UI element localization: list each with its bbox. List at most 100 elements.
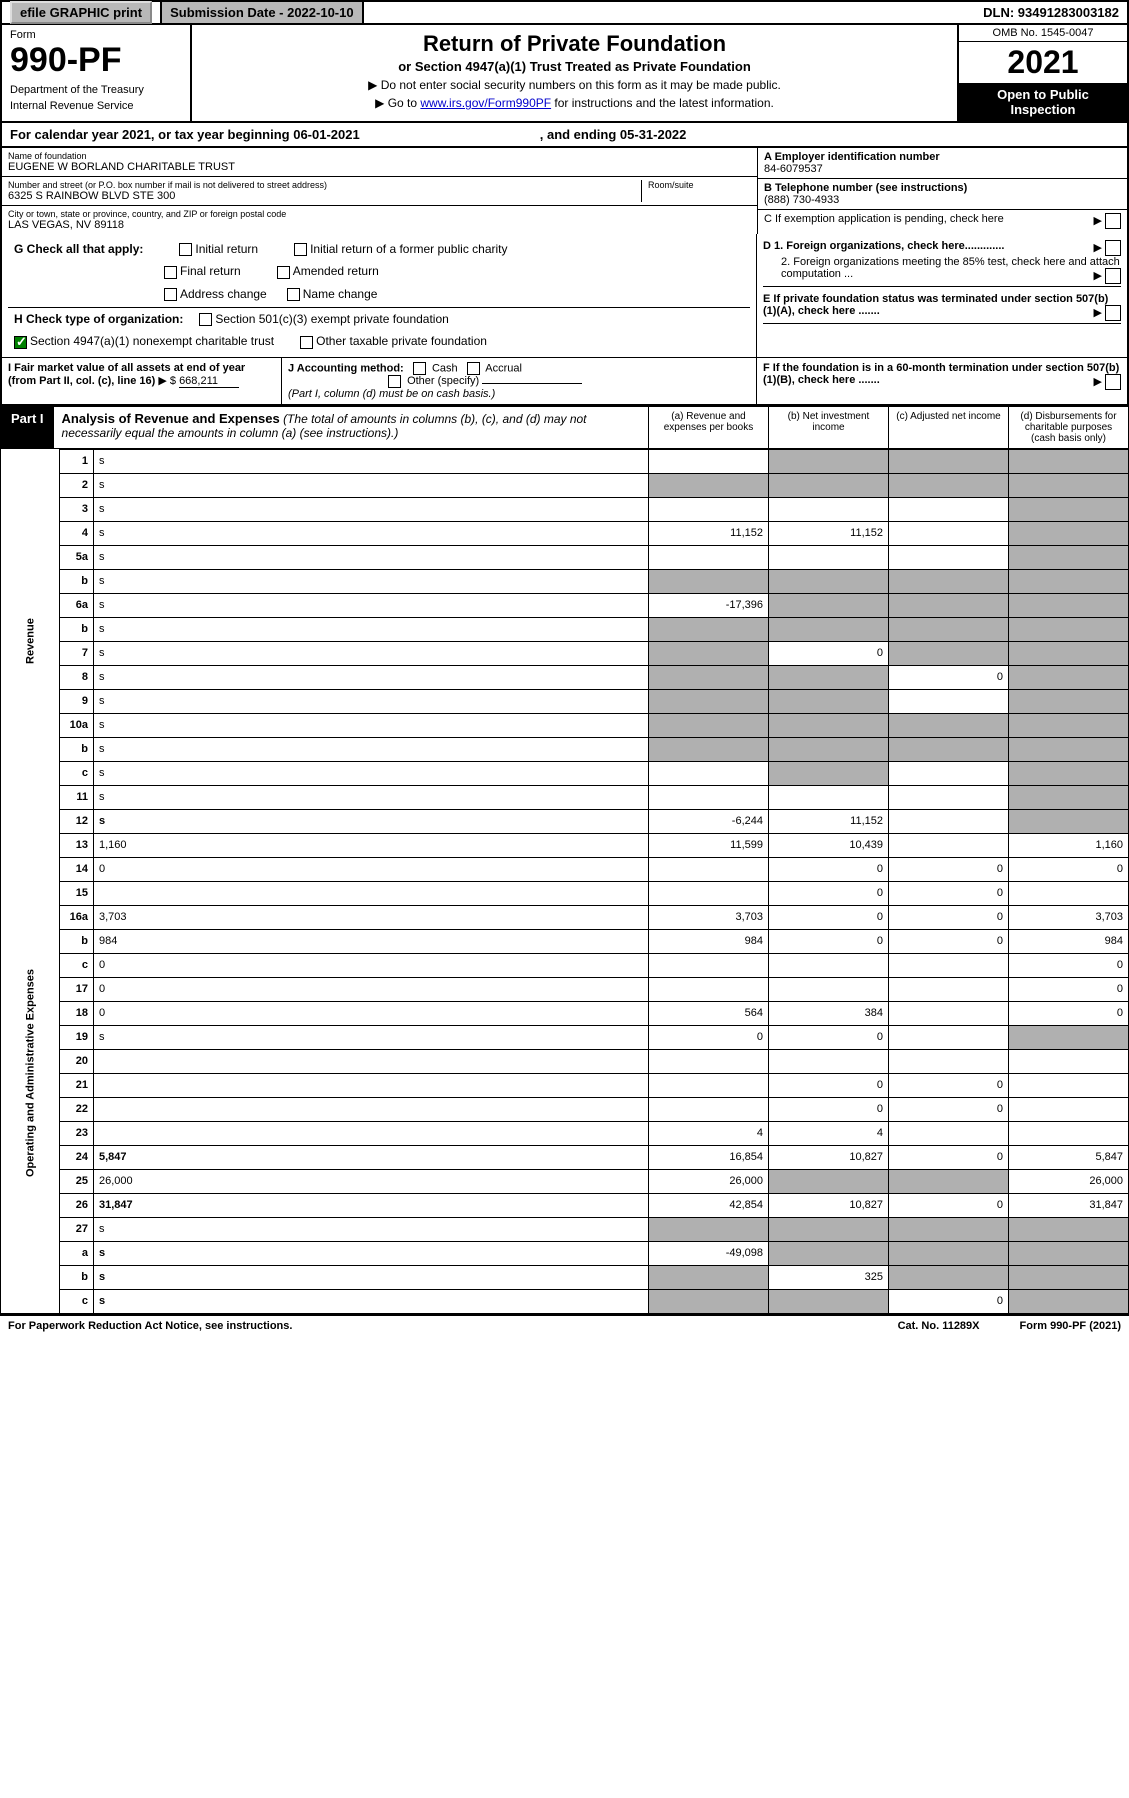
paperwork-notice: For Paperwork Reduction Act Notice, see … (8, 1320, 292, 1332)
cb-501c3[interactable] (199, 313, 212, 326)
cell-b (769, 1241, 889, 1265)
cell-a (649, 449, 769, 473)
line-number: 14 (60, 857, 94, 881)
cb-other-method[interactable] (388, 375, 401, 388)
cell-d: 0 (1009, 1001, 1129, 1025)
cell-a: 3,703 (649, 905, 769, 929)
cell-d (1009, 881, 1129, 905)
cell-c (889, 569, 1009, 593)
note-ssn: ▶ Do not enter social security numbers o… (198, 78, 951, 92)
cell-a (649, 1097, 769, 1121)
cell-b: 0 (769, 929, 889, 953)
cell-d: 0 (1009, 977, 1129, 1001)
table-row: c00 (1, 953, 1129, 977)
cb-name-change[interactable] (287, 288, 300, 301)
cb-address-change[interactable] (164, 288, 177, 301)
d1-checkbox[interactable] (1105, 240, 1121, 256)
cell-b (769, 473, 889, 497)
cell-d (1009, 737, 1129, 761)
ein-label: A Employer identification number (764, 151, 1121, 163)
cell-b (769, 785, 889, 809)
cb-other-taxable[interactable] (300, 336, 313, 349)
table-row: 2s (1, 473, 1129, 497)
table-row: Revenue1s (1, 449, 1129, 473)
cb-cash[interactable] (413, 362, 426, 375)
cell-d (1009, 809, 1129, 833)
line-number: 12 (60, 809, 94, 833)
line-description (94, 1121, 649, 1145)
cb-initial-return[interactable] (179, 243, 192, 256)
line-number: b (60, 1265, 94, 1289)
cell-b: 384 (769, 1001, 889, 1025)
cb-4947[interactable] (14, 336, 27, 349)
table-row: 140000 (1, 857, 1129, 881)
line-number: 20 (60, 1049, 94, 1073)
checks-section: G Check all that apply: Initial return I… (0, 234, 1129, 406)
cell-c: 0 (889, 881, 1009, 905)
c-checkbox[interactable] (1105, 213, 1121, 229)
cell-d (1009, 1217, 1129, 1241)
cell-a: 42,854 (649, 1193, 769, 1217)
line-description: s (94, 785, 649, 809)
line-description: s (94, 641, 649, 665)
line-description: 984 (94, 929, 649, 953)
cell-d (1009, 761, 1129, 785)
cell-a (649, 641, 769, 665)
efile-button[interactable]: efile GRAPHIC print (10, 1, 152, 24)
table-row: 2526,00026,00026,000 (1, 1169, 1129, 1193)
table-row: 6as-17,396 (1, 593, 1129, 617)
cell-b: 10,439 (769, 833, 889, 857)
cell-d (1009, 449, 1129, 473)
cb-final-return[interactable] (164, 266, 177, 279)
form-label: Form (10, 29, 182, 41)
cell-c (889, 977, 1009, 1001)
cell-b: 0 (769, 881, 889, 905)
irs-link[interactable]: www.irs.gov/Form990PF (420, 96, 551, 110)
e-checkbox[interactable] (1105, 305, 1121, 321)
j-note: (Part I, column (d) must be on cash basi… (288, 388, 495, 400)
d2-checkbox[interactable] (1105, 268, 1121, 284)
cell-a (649, 617, 769, 641)
line-number: b (60, 737, 94, 761)
table-row: 1700 (1, 977, 1129, 1001)
cell-d (1009, 1265, 1129, 1289)
f-checkbox[interactable] (1105, 374, 1121, 390)
cell-c (889, 593, 1009, 617)
line-description: s (94, 1217, 649, 1241)
table-row: Operating and Administrative Expenses131… (1, 833, 1129, 857)
cb-accrual[interactable] (467, 362, 480, 375)
line-description: s (94, 593, 649, 617)
line-number: 3 (60, 497, 94, 521)
cell-d (1009, 617, 1129, 641)
line-description: 26,000 (94, 1169, 649, 1193)
j-label: J Accounting method: (288, 362, 404, 374)
line-number: b (60, 929, 94, 953)
expenses-side-label: Operating and Administrative Expenses (1, 833, 60, 1313)
cell-b: 11,152 (769, 521, 889, 545)
cell-a (649, 953, 769, 977)
page-footer: For Paperwork Reduction Act Notice, see … (0, 1314, 1129, 1336)
col-b-header: (b) Net investment income (768, 407, 888, 448)
table-row: 19s00 (1, 1025, 1129, 1049)
line-description: s (94, 497, 649, 521)
line-number: 22 (60, 1097, 94, 1121)
cell-c (889, 833, 1009, 857)
line-description: s (94, 1265, 649, 1289)
line-description: s (94, 521, 649, 545)
cell-b: 0 (769, 1073, 889, 1097)
line-number: 21 (60, 1073, 94, 1097)
col-a-header: (a) Revenue and expenses per books (648, 407, 768, 448)
addr-label: Number and street (or P.O. box number if… (8, 180, 641, 190)
form-header: Form 990-PF Department of the Treasury I… (0, 25, 1129, 123)
cell-d: 0 (1009, 857, 1129, 881)
line-number: 1 (60, 449, 94, 473)
cell-a (649, 761, 769, 785)
d2-label: 2. Foreign organizations meeting the 85%… (781, 256, 1120, 280)
entity-info: Name of foundation EUGENE W BORLAND CHAR… (0, 148, 1129, 234)
cell-a (649, 977, 769, 1001)
submission-date: Submission Date - 2022-10-10 (162, 2, 364, 23)
cb-amended-return[interactable] (277, 266, 290, 279)
tel-value: (888) 730-4933 (764, 194, 1121, 206)
table-row: bs325 (1, 1265, 1129, 1289)
cb-initial-former[interactable] (294, 243, 307, 256)
